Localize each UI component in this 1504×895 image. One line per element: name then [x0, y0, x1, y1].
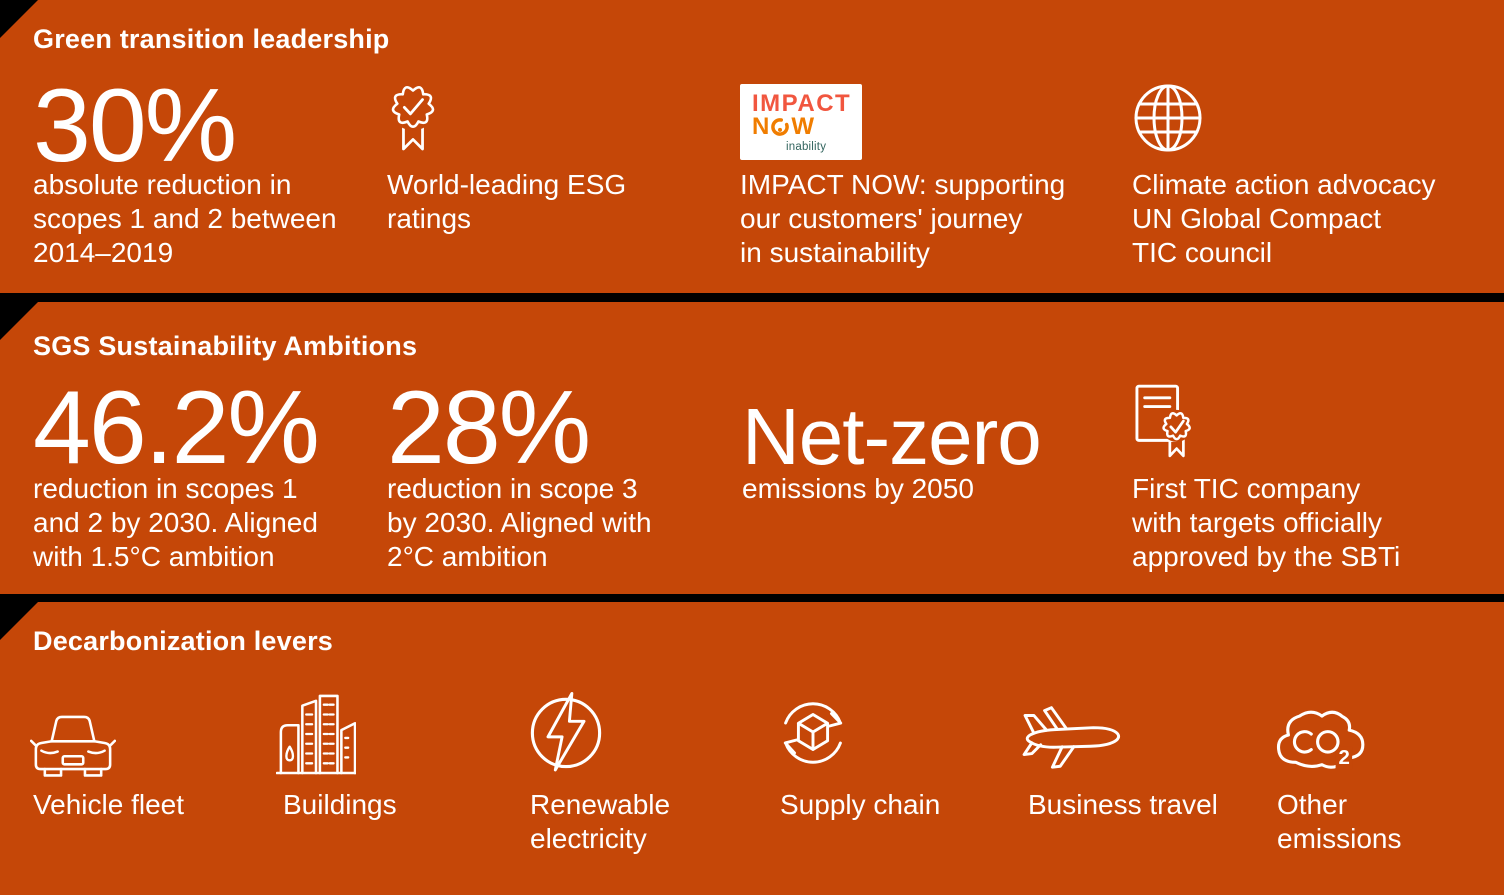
text-line: with 1.5°C ambition: [33, 541, 275, 572]
section-title: Decarbonization levers: [33, 626, 334, 656]
text-line: electricity: [530, 823, 647, 854]
text-line: 2014–2019: [33, 237, 174, 268]
lever-label-other-emissions: Other emissions: [1277, 788, 1401, 856]
text-line: Vehicle fleet: [33, 789, 184, 820]
net-zero-caption: emissions by 2050: [742, 472, 974, 506]
text-line: Business travel: [1028, 789, 1218, 820]
section-title: SGS Sustainability Ambitions: [33, 331, 418, 361]
text-line: TIC council: [1132, 237, 1273, 268]
stat-46-percent: 46.2%: [33, 370, 320, 486]
section-decarbonization-levers: Decarbonization levers Vehicle fleet: [0, 602, 1504, 895]
lever-label-buildings: Buildings: [283, 788, 397, 822]
text-line: scopes 1 and 2 between: [33, 203, 337, 234]
section-sgs-sustainability-ambitions: SGS Sustainability Ambitions 46.2% reduc…: [0, 302, 1504, 594]
text-line: by 2030. Aligned with: [387, 507, 652, 538]
section-green-transition-leadership: Green transition leadership 30% absolute…: [0, 0, 1504, 293]
lever-label-renewable-electricity: Renewable electricity: [530, 788, 670, 856]
award-badge-icon: [389, 83, 437, 151]
text-line: emissions by 2050: [742, 473, 974, 504]
certificate-icon: [1135, 384, 1193, 458]
stat-net-zero: Net-zero: [742, 392, 1042, 481]
stat-30-percent-caption: absolute reduction in scopes 1 and 2 bet…: [33, 168, 337, 270]
logo-letter-n: N: [752, 113, 770, 140]
swoosh-o-icon: [771, 118, 790, 136]
text-line: Renewable: [530, 789, 671, 820]
text-line: approved by the SBTi: [1132, 541, 1401, 572]
stat-46-percent-caption: reduction in scopes 1 and 2 by 2030. Ali…: [33, 472, 318, 574]
stat-28-percent-caption: reduction in scope 3 by 2030. Aligned wi…: [387, 472, 652, 574]
car-icon: [30, 715, 116, 777]
text-line: emissions: [1277, 823, 1402, 854]
text-line: Supply chain: [780, 789, 941, 820]
lightning-circle-icon: [530, 692, 602, 772]
text-line: UN Global Compact: [1132, 203, 1381, 234]
climate-caption: Climate action advocacy UN Global Compac…: [1132, 168, 1435, 270]
logo-letter-w: W: [791, 113, 814, 140]
text-line: and 2 by 2030. Aligned: [33, 507, 318, 538]
co2-subscript-2: 2: [1339, 747, 1350, 769]
logo-word-impact: IMPACT: [752, 90, 852, 117]
text-line: reduction in scope 3: [387, 473, 638, 504]
text-line: our customers' journey: [740, 203, 1023, 234]
text-line: Climate action advocacy: [1132, 169, 1436, 200]
text-line: First TIC company: [1132, 473, 1361, 504]
text-line: 2°C ambition: [387, 541, 548, 572]
impact-now-logo: IMPACT N W inability: [740, 84, 862, 160]
text-line: Buildings: [283, 789, 397, 820]
text-line: World-leading ESG: [387, 169, 627, 200]
impact-now-caption: IMPACT NOW: supporting our customers' jo…: [740, 168, 1065, 270]
text-line: Other: [1277, 789, 1348, 820]
text-line: ratings: [387, 203, 472, 234]
supply-chain-icon: [783, 702, 843, 764]
buildings-icon: [276, 694, 356, 775]
lever-label-business-travel: Business travel: [1028, 788, 1218, 822]
co2-cloud-icon: 2: [1276, 710, 1365, 769]
lever-label-vehicle-fleet: Vehicle fleet: [33, 788, 184, 822]
text-line: reduction in scopes 1: [33, 473, 298, 504]
text-line: with targets officially: [1132, 507, 1383, 538]
text-line: in sustainability: [740, 237, 930, 268]
logo-subtext: inability: [786, 141, 827, 153]
section-title: Green transition leadership: [33, 24, 390, 54]
text-line: IMPACT NOW: supporting: [740, 169, 1066, 200]
text-line: absolute reduction in: [33, 169, 292, 200]
airplane-icon: [1022, 706, 1121, 769]
logo-word-now: N W: [752, 115, 814, 139]
stat-30-percent: 30%: [33, 68, 237, 184]
sbti-caption: First TIC company with targets officiall…: [1132, 472, 1400, 574]
stat-28-percent: 28%: [387, 370, 591, 486]
lever-label-supply-chain: Supply chain: [780, 788, 940, 822]
esg-caption: World-leading ESG ratings: [387, 168, 626, 236]
globe-icon: [1134, 84, 1202, 152]
